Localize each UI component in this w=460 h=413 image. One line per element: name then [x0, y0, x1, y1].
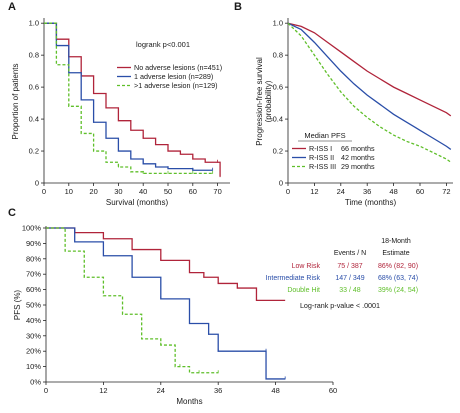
- legend-title: Median PFS: [304, 131, 345, 140]
- risk-group-label: Intermediate Risk: [266, 275, 321, 282]
- legend-label: No adverse lesions (n=451): [134, 63, 222, 72]
- y-tick-label: 70%: [26, 270, 41, 279]
- panel-b: B 0 12 24 36 48 60 72 0 0.2 0.4 0.6 0.8 1.0 Time (mont…: [234, 1, 453, 207]
- y-axis-title: (probability): [264, 80, 273, 122]
- table-header-estimate: Estimate: [382, 250, 409, 257]
- risk-group-label: Low Risk: [292, 263, 321, 270]
- y-tick-label: 1.0: [29, 19, 39, 28]
- x-tick-label: 0: [286, 187, 290, 196]
- y-tick-label: 90%: [26, 239, 41, 248]
- x-tick-label: 60: [189, 187, 197, 196]
- x-tick-label: 12: [99, 386, 107, 395]
- x-tick-label: 12: [310, 187, 318, 196]
- table-header-estimate: 18-Month: [381, 238, 411, 245]
- risk-group-estimate: 86% (82, 90): [378, 263, 418, 270]
- y-tick-label: 0.6: [273, 83, 283, 92]
- risk-group-estimate: 68% (63, 74): [378, 275, 418, 282]
- y-tick-label: 30%: [26, 331, 41, 340]
- x-tick-label: 40: [139, 187, 147, 196]
- y-tick-label: 20%: [26, 347, 41, 356]
- series-line-1: [287, 22, 452, 117]
- legend-label: R-ISS I: [309, 144, 332, 153]
- x-tick-label: 20: [89, 187, 97, 196]
- y-tick-label: 10%: [26, 362, 41, 371]
- y-tick-label: 50%: [26, 301, 41, 310]
- x-tick-label: 48: [271, 386, 279, 395]
- y-tick-label: 0.2: [29, 147, 39, 156]
- y-axis-title: Proportion of patients: [11, 63, 20, 139]
- x-tick-label: 0: [42, 187, 46, 196]
- legend-median: 29 months: [341, 162, 375, 171]
- x-tick-label: 72: [442, 187, 450, 196]
- y-tick-label: 0.4: [29, 115, 39, 124]
- legend-label: 1 adverse lesion (n=289): [134, 72, 213, 81]
- legend-median: 42 months: [341, 153, 375, 162]
- x-tick-label: 70: [213, 187, 221, 196]
- series-line-3: [46, 227, 219, 374]
- y-tick-label: 1.0: [273, 19, 283, 28]
- risk-group-events: 75 / 387: [337, 263, 362, 270]
- risk-group-estimate: 39% (24, 54): [378, 287, 418, 294]
- x-tick-label: 0: [44, 386, 48, 395]
- y-tick-label: 0.6: [29, 83, 39, 92]
- table-header-events: Events / N: [334, 250, 366, 257]
- y-axis-title: Progression-free survival: [255, 57, 264, 146]
- series-line-2: [287, 22, 452, 150]
- y-tick-label: 0.8: [273, 51, 283, 60]
- x-tick-label: 50: [164, 187, 172, 196]
- legend-label: R-ISS II: [309, 153, 334, 162]
- series-line-2: [46, 227, 286, 380]
- risk-group-events: 33 / 48: [339, 287, 361, 294]
- panel-c: C 0 12 24 36 48 60 0% 10% 20% 30% 40% 50% 60% 70% 80% 90…: [8, 207, 418, 406]
- series-line-2: [44, 22, 213, 171]
- x-tick-label: 60: [329, 386, 337, 395]
- legend-label: R-ISS III: [309, 162, 336, 171]
- panel-letter: B: [234, 1, 242, 13]
- x-axis-title: Months: [176, 397, 202, 406]
- y-axis-title: PFS (%): [13, 290, 22, 321]
- legend-label: >1 adverse lesion (n=129): [134, 81, 218, 90]
- x-tick-label: 24: [337, 187, 345, 196]
- y-tick-label: 0: [279, 179, 283, 188]
- y-tick-label: 0.2: [273, 147, 283, 156]
- y-tick-label: 0.8: [29, 51, 39, 60]
- panel-a: A 0 10 20 30 40 50 60 70 0 0.2 0.4 0.6 0.8 1.0 Survival…: [8, 1, 230, 207]
- x-tick-label: 24: [157, 386, 165, 395]
- y-tick-label: 0.4: [273, 115, 283, 124]
- logrank-annotation: Log-rank p-value < .0001: [300, 301, 380, 310]
- y-tick-label: 100%: [22, 224, 42, 233]
- x-tick-label: 60: [416, 187, 424, 196]
- risk-group-events: 147 / 349: [335, 275, 364, 282]
- logrank-annotation: logrank p<0.001: [136, 40, 190, 49]
- legend-median: 66 months: [341, 144, 375, 153]
- panel-letter: A: [8, 1, 16, 13]
- x-axis-title: Time (months): [345, 198, 397, 207]
- y-tick-label: 40%: [26, 316, 41, 325]
- y-tick-label: 60%: [26, 285, 41, 294]
- risk-group-label: Double Hit: [287, 287, 320, 294]
- series-line-1: [46, 227, 286, 302]
- y-tick-label: 0: [35, 179, 39, 188]
- x-tick-label: 30: [114, 187, 122, 196]
- x-tick-label: 36: [363, 187, 371, 196]
- x-tick-label: 10: [65, 187, 73, 196]
- x-axis-title: Survival (months): [106, 198, 169, 207]
- x-tick-label: 48: [389, 187, 397, 196]
- series-line-1: [44, 22, 221, 177]
- x-tick-label: 36: [214, 386, 222, 395]
- y-tick-label: 80%: [26, 254, 41, 263]
- panel-letter: C: [8, 207, 16, 219]
- y-tick-label: 0%: [30, 378, 41, 387]
- series-line-3: [287, 22, 452, 163]
